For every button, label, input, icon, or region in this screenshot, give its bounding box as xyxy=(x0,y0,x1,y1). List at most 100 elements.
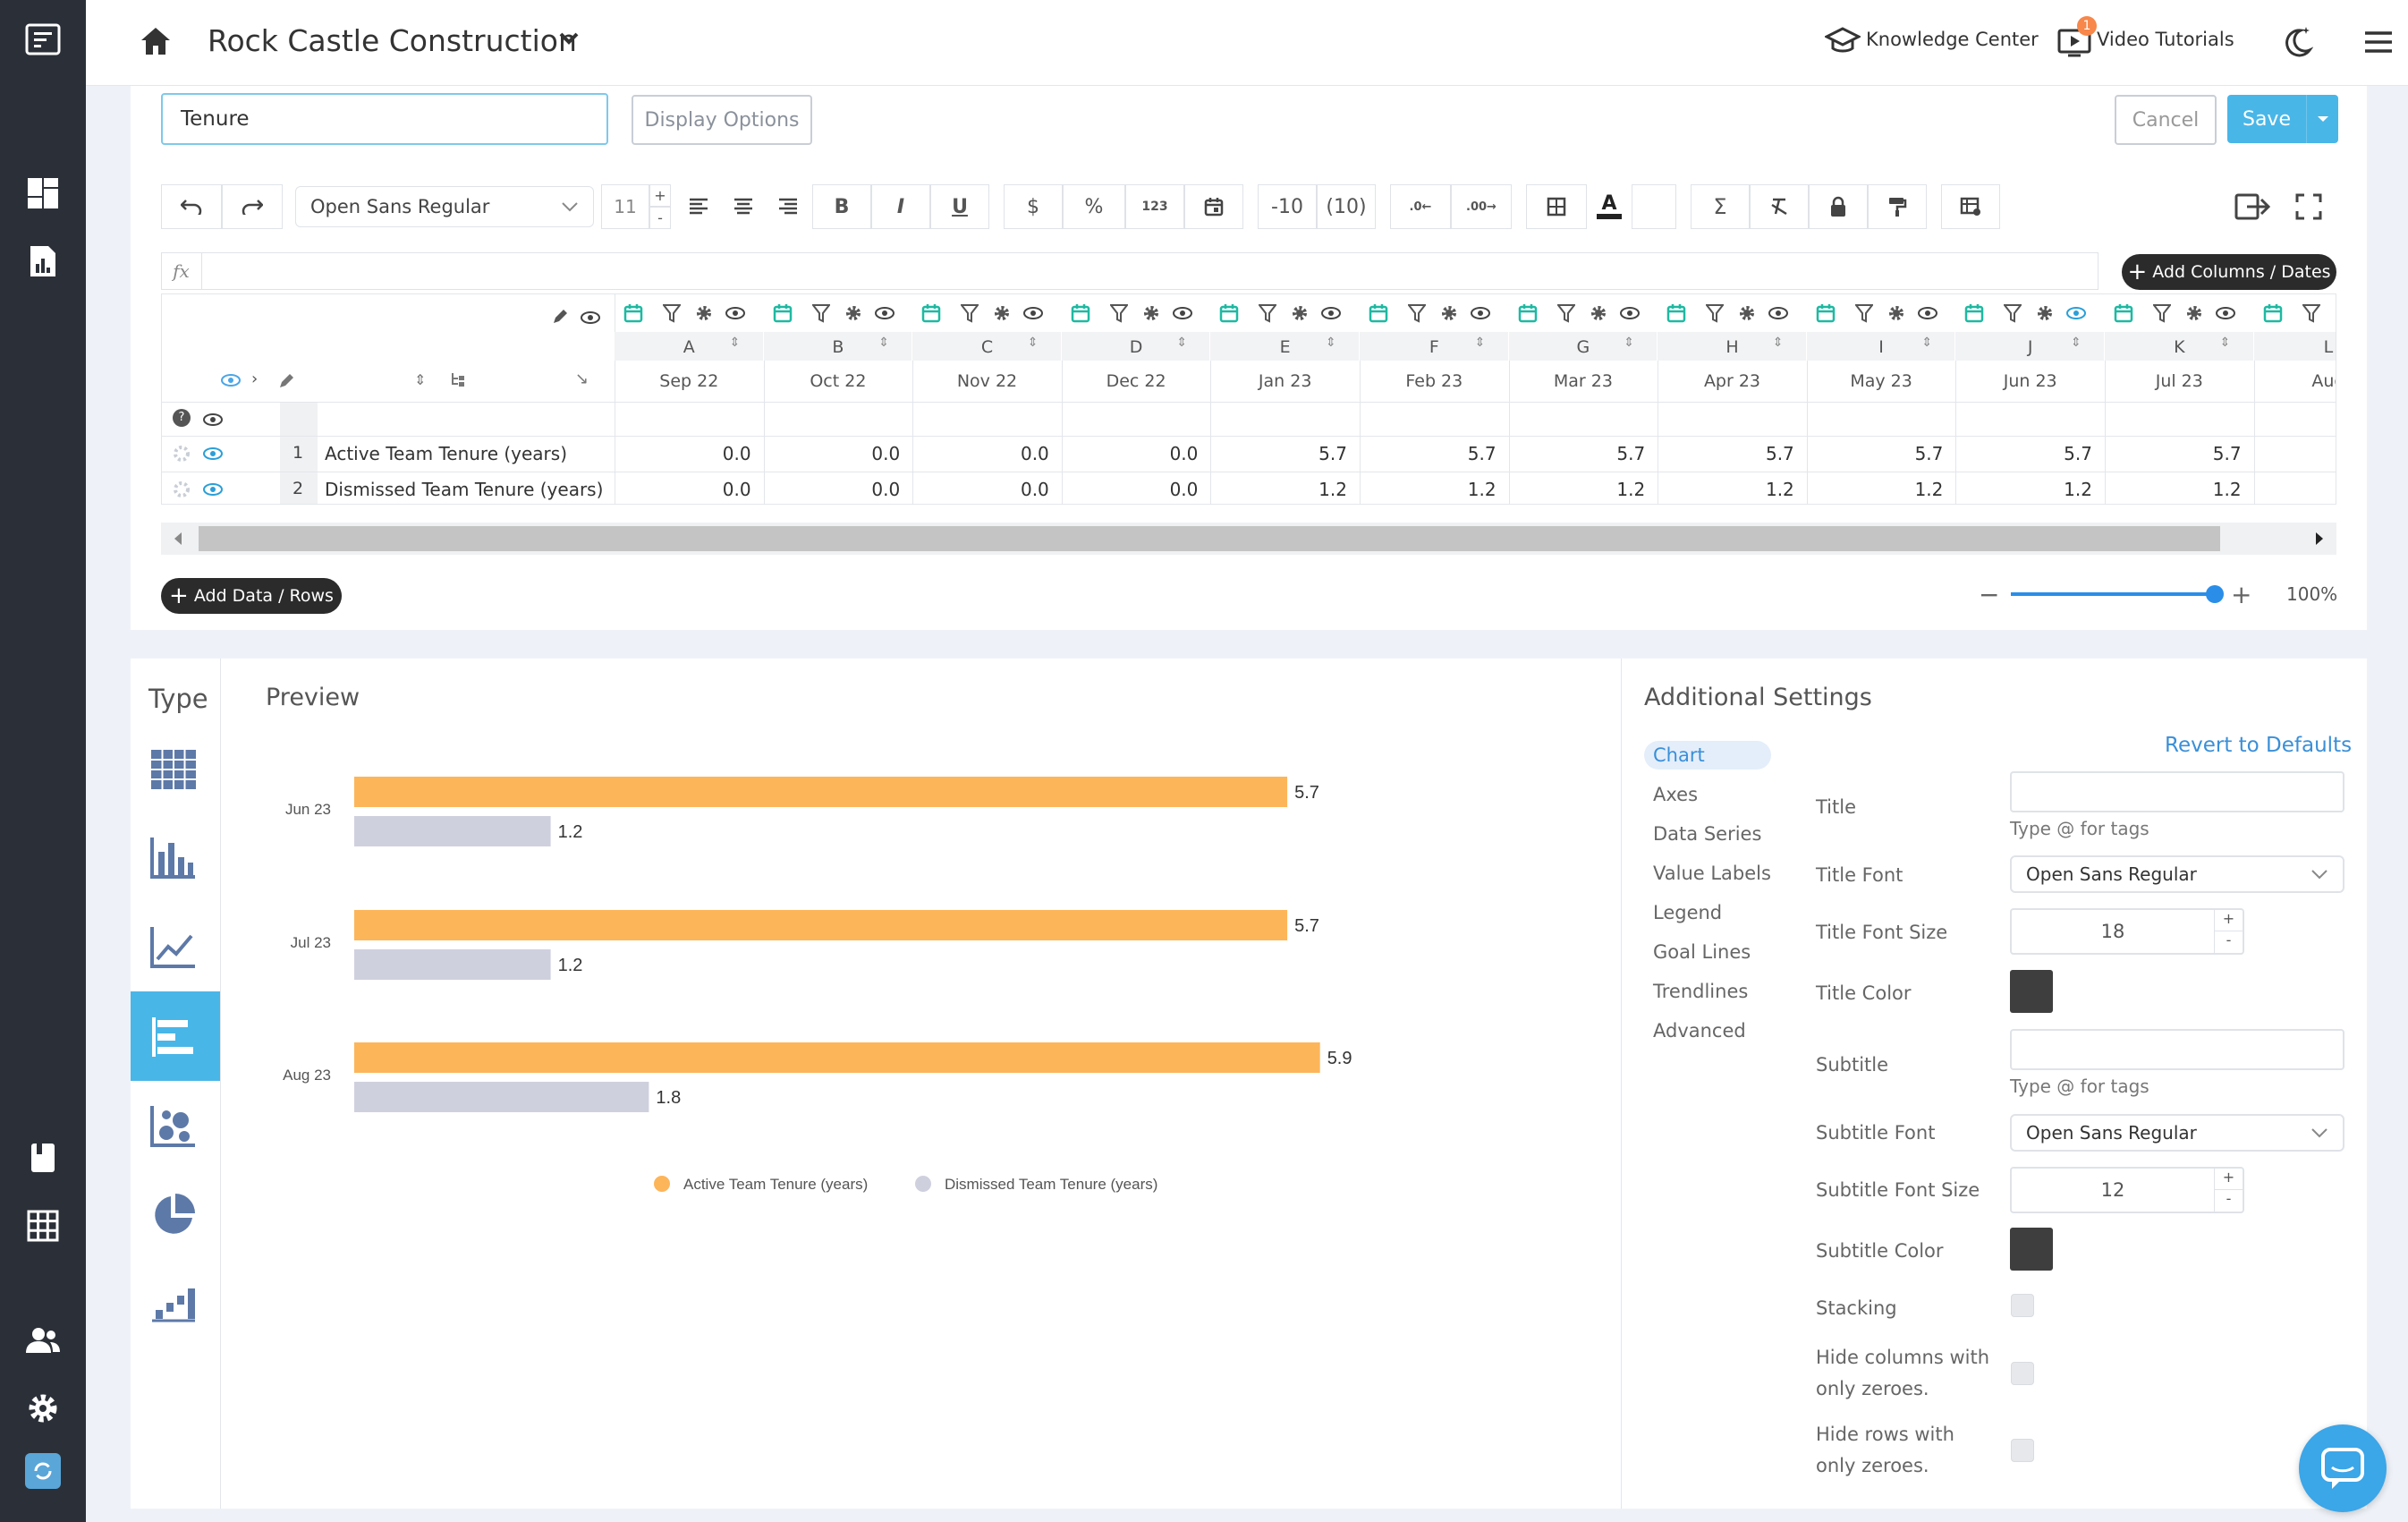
column-gear-icon[interactable] xyxy=(2036,304,2054,322)
column-letter-header[interactable] xyxy=(912,332,1062,361)
filter-icon[interactable] xyxy=(1706,303,1725,323)
row-2-eye-icon[interactable] xyxy=(203,482,223,499)
video-tutorials-link[interactable]: Video Tutorials xyxy=(2097,29,2234,50)
column-eye-icon[interactable] xyxy=(2216,307,2235,319)
column-date[interactable]: Apr 23 xyxy=(1703,371,1761,391)
table-cell[interactable]: 1.2 xyxy=(1318,479,1347,500)
column-gear-icon[interactable] xyxy=(2335,304,2336,322)
users-icon[interactable] xyxy=(23,1321,63,1360)
column-date[interactable]: Jan 23 xyxy=(1258,371,1312,391)
title-color-swatch[interactable] xyxy=(2010,970,2053,1013)
date-calendar-icon[interactable] xyxy=(1518,303,1538,323)
column-eye-icon[interactable] xyxy=(1023,307,1044,319)
column-gear-icon[interactable] xyxy=(695,304,713,322)
sum-icon[interactable]: Σ xyxy=(1691,184,1750,229)
undo-icon[interactable] xyxy=(161,184,222,229)
table-cell[interactable]: 0.0 xyxy=(722,443,751,464)
row-2-label[interactable]: Dismissed Team Tenure (years) xyxy=(325,479,604,500)
underline-icon[interactable]: U xyxy=(930,184,989,229)
currency-format-button[interactable]: $ xyxy=(1004,184,1063,229)
row-1-gear-icon[interactable] xyxy=(173,445,191,466)
table-cell[interactable]: 0.0 xyxy=(722,479,751,500)
graduation-cap-icon[interactable] xyxy=(1823,27,1862,59)
bar-chart-type-selected[interactable] xyxy=(131,991,220,1081)
row-1-eye-icon[interactable] xyxy=(203,446,223,463)
decrease-decimal-icon[interactable]: .0← xyxy=(1390,184,1451,229)
column-eye-icon[interactable] xyxy=(1471,307,1490,319)
column-sort-icon[interactable]: ⇕ xyxy=(1176,336,1188,350)
date-calendar-icon[interactable] xyxy=(1964,303,1984,323)
company-name[interactable]: Rock Castle Construction xyxy=(208,23,577,58)
table-settings-icon[interactable] xyxy=(1941,184,2000,229)
date-calendar-icon[interactable] xyxy=(773,303,793,323)
borders-icon[interactable] xyxy=(1526,184,1587,229)
column-gear-icon[interactable] xyxy=(1887,304,1905,322)
column-letter-header[interactable] xyxy=(615,332,764,361)
negative-format-minus-button[interactable]: -10 xyxy=(1258,184,1317,229)
help-question-icon[interactable]: ? xyxy=(173,409,191,427)
column-gear-icon[interactable] xyxy=(1738,304,1756,322)
table-chart-type-icon[interactable] xyxy=(147,743,200,796)
table-cell[interactable]: 5.7 xyxy=(1318,443,1347,464)
menu-logo-icon[interactable] xyxy=(23,20,63,59)
home-icon[interactable] xyxy=(140,25,172,61)
scatter-chart-type-icon[interactable] xyxy=(147,1099,200,1152)
clear-format-icon[interactable] xyxy=(1750,184,1809,229)
column-date[interactable]: Nov 22 xyxy=(956,371,1018,391)
horizontal-scrollbar[interactable] xyxy=(161,523,2336,555)
column-sort-icon[interactable]: ⇕ xyxy=(1624,336,1634,350)
filter-icon[interactable] xyxy=(811,303,830,323)
format-painter-icon[interactable] xyxy=(1868,184,1927,229)
column-gear-icon[interactable] xyxy=(1590,304,1607,322)
stepper-increase[interactable]: + xyxy=(2214,910,2243,931)
filter-icon[interactable] xyxy=(1408,303,1426,323)
settings-menu-chart[interactable]: Chart xyxy=(1653,744,1705,766)
stepper-decrease[interactable]: - xyxy=(2214,1190,2243,1212)
scroll-right-arrow-icon[interactable] xyxy=(2315,531,2324,549)
filter-icon[interactable] xyxy=(2004,303,2022,323)
revert-to-defaults-link[interactable]: Revert to Defaults xyxy=(2165,734,2353,757)
reports-icon[interactable] xyxy=(23,242,63,281)
table-cell[interactable]: 0.0 xyxy=(871,479,901,500)
header-eye-icon[interactable] xyxy=(221,373,241,390)
formula-bar[interactable] xyxy=(161,252,2099,290)
column-sort-icon[interactable]: ⇕ xyxy=(2071,336,2082,350)
column-sort-icon[interactable]: ⇕ xyxy=(1326,336,1336,350)
column-letter-header[interactable] xyxy=(2105,332,2254,361)
column-date[interactable]: Aug xyxy=(2311,371,2336,391)
date-calendar-icon[interactable] xyxy=(1071,303,1090,323)
date-format-calendar-icon[interactable] xyxy=(1184,184,1243,229)
book-icon[interactable] xyxy=(23,1138,63,1178)
settings-menu-advanced[interactable]: Advanced xyxy=(1653,1020,1746,1042)
scroll-left-arrow-icon[interactable] xyxy=(174,531,182,549)
display-options-button[interactable]: Display Options xyxy=(632,95,812,145)
column-sort-icon[interactable]: ⇕ xyxy=(1474,336,1486,350)
line-chart-type-icon[interactable] xyxy=(147,920,200,974)
font-family-select[interactable]: Open Sans Regular xyxy=(295,186,594,227)
column-eye-icon[interactable] xyxy=(1619,307,1640,319)
expand-chevron-right-icon[interactable]: › xyxy=(251,370,259,388)
stepper-decrease[interactable]: - xyxy=(2214,931,2243,953)
column-sort-icon[interactable]: ⇕ xyxy=(1027,336,1039,350)
column-date[interactable]: Mar 23 xyxy=(1553,371,1613,391)
knowledge-center-link[interactable]: Knowledge Center xyxy=(1866,29,2039,50)
row-edit-pencil-icon[interactable] xyxy=(278,373,294,393)
column-eye-icon[interactable] xyxy=(725,307,745,319)
save-dropdown-caret-icon[interactable] xyxy=(2306,95,2338,143)
percent-format-button[interactable]: % xyxy=(1063,184,1125,229)
row-2-gear-icon[interactable] xyxy=(173,480,191,502)
date-calendar-icon[interactable] xyxy=(921,303,941,323)
fullscreen-icon[interactable] xyxy=(2295,193,2322,224)
column-eye-icon[interactable] xyxy=(2066,307,2087,319)
filter-icon[interactable] xyxy=(1259,303,1277,323)
column-sort-icon[interactable]: ⇕ xyxy=(1921,336,1933,350)
column-letter-header[interactable] xyxy=(1061,332,1211,361)
column-gear-icon[interactable] xyxy=(993,304,1011,322)
settings-menu-data-series[interactable]: Data Series xyxy=(1653,823,1762,845)
table-cell[interactable]: 0.0 xyxy=(1169,479,1199,500)
filter-icon[interactable] xyxy=(1854,303,1873,323)
table-cell[interactable]: 1.2 xyxy=(1467,479,1497,500)
table-cell[interactable]: 1.2 xyxy=(1765,479,1794,500)
column-gear-icon[interactable] xyxy=(1142,304,1160,322)
add-columns-button[interactable]: + Add Columns / Dates xyxy=(2122,254,2336,290)
